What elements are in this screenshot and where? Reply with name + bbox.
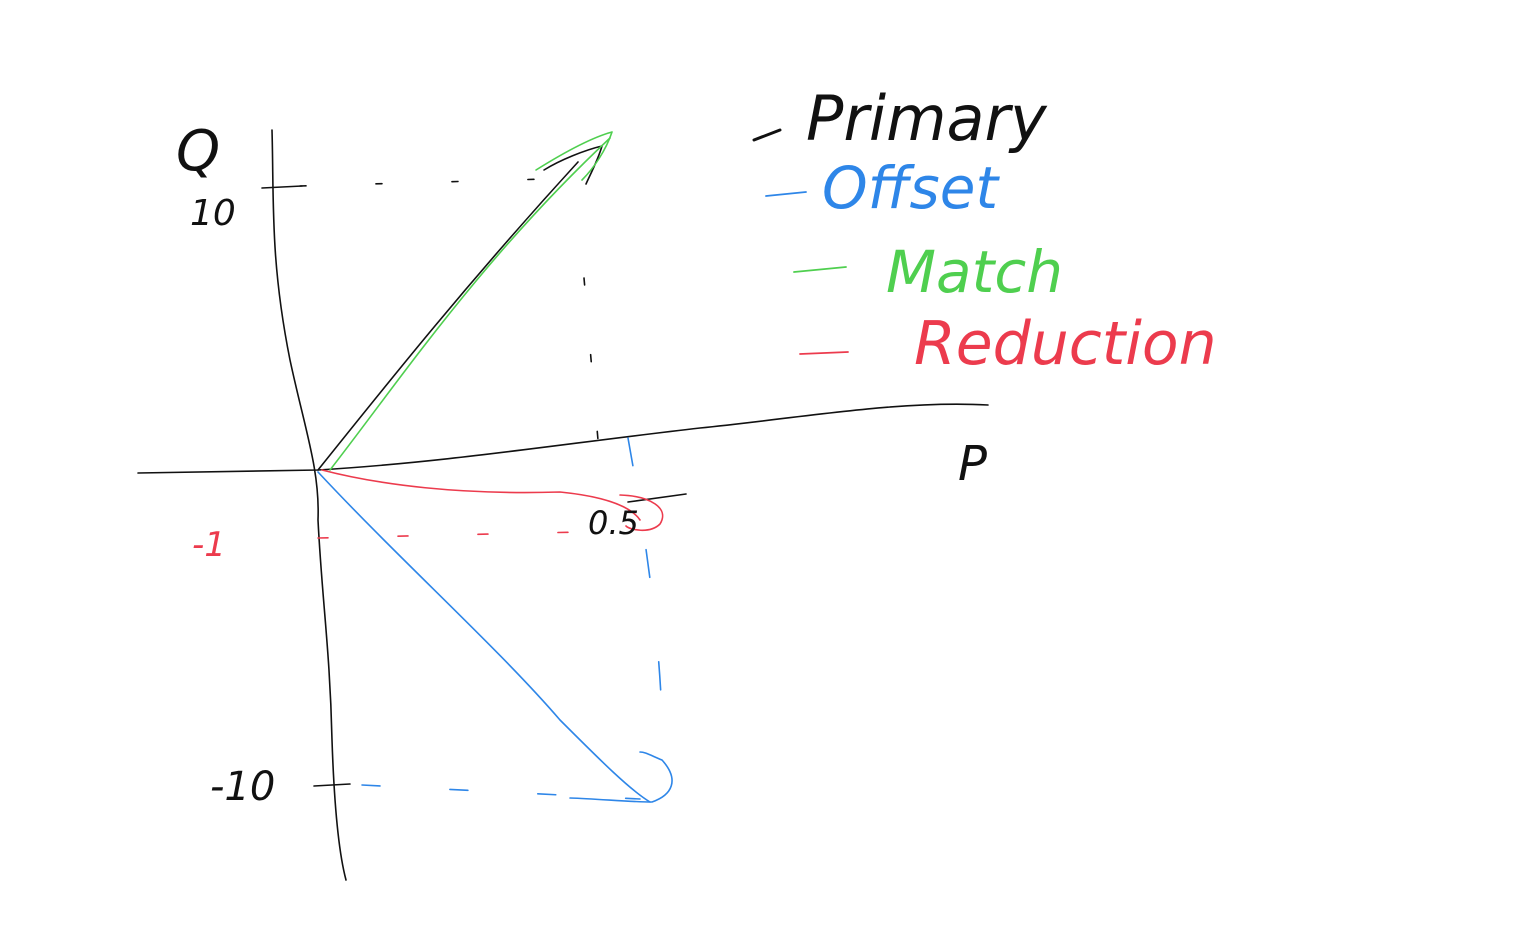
- q-axis: [271, 129, 347, 881]
- tick-label-p-neg1: -1: [192, 525, 226, 565]
- guide-reduction-horizontal: [317, 531, 581, 539]
- tick-q-positive: [261, 185, 303, 189]
- legend-item-reduction: Reduction: [799, 309, 1217, 379]
- tick-p-positive: [627, 493, 687, 503]
- legend-label-match: Match: [886, 238, 1063, 306]
- tick-label-q10: 10: [190, 193, 236, 234]
- guide-offset-horizontal: [361, 784, 641, 800]
- legend-item-primary: Primary: [752, 82, 1048, 155]
- guide-offset-vertical: [627, 437, 664, 771]
- vector-match: [329, 131, 613, 471]
- vector-offset: [317, 471, 673, 803]
- tick-label-q-neg10: -10: [210, 764, 275, 810]
- vector-primary: [317, 145, 603, 471]
- legend-label-reduction: Reduction: [914, 309, 1217, 379]
- tick-label-p05: 0.5: [588, 504, 639, 542]
- legend-item-match: Match: [793, 238, 1063, 306]
- tick-q-negative: [313, 783, 351, 787]
- vector-reduction: [321, 469, 664, 532]
- legend-label-offset: Offset: [822, 154, 1000, 222]
- guide-p05-upper: [583, 277, 599, 441]
- legend-item-offset: Offset: [765, 154, 1000, 222]
- legend: Primary Offset Match Reduction: [752, 82, 1217, 379]
- axis-label-q: Q: [176, 119, 220, 184]
- guide-q10: [299, 177, 581, 187]
- p-axis: [137, 403, 989, 474]
- axis-label-p: P: [958, 436, 987, 492]
- legend-label-primary: Primary: [806, 82, 1048, 155]
